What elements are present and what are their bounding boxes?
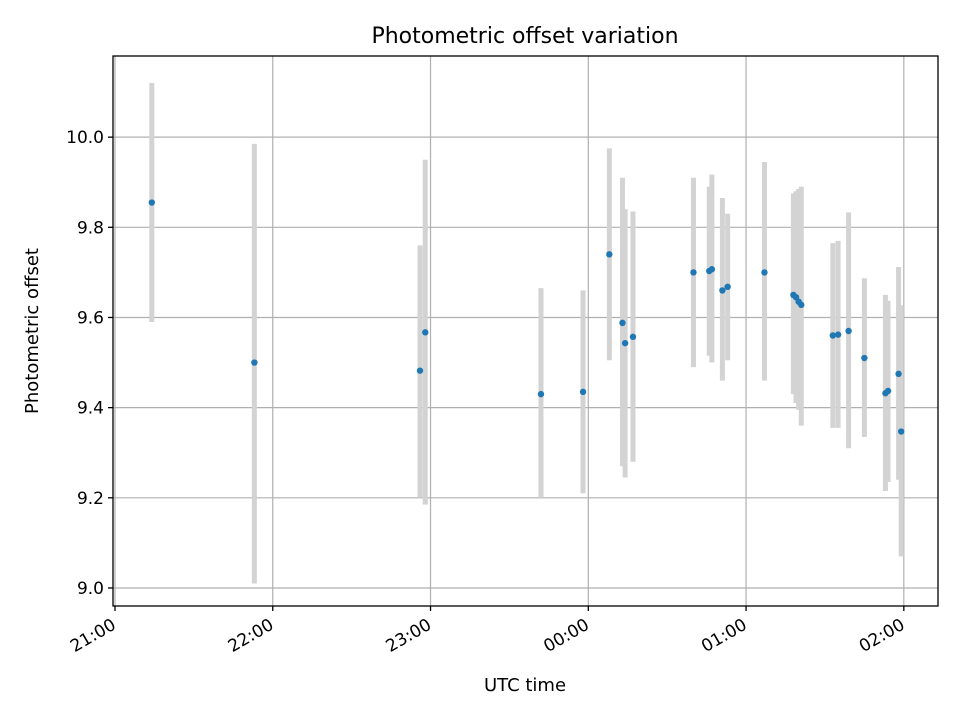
data-point	[861, 354, 868, 362]
data-point	[719, 287, 726, 294]
data-point	[690, 269, 697, 276]
data-point	[619, 319, 626, 327]
y-tick-label: 10.0	[66, 128, 104, 148]
data-points	[148, 199, 905, 435]
data-point	[829, 332, 837, 339]
x-tick-label: 22:00	[225, 615, 277, 657]
data-point	[606, 251, 613, 258]
data-point	[845, 327, 852, 335]
data-point	[629, 333, 637, 341]
plot-frame	[112, 55, 939, 607]
data-point	[884, 387, 892, 395]
data-point	[416, 367, 424, 374]
data-point	[422, 329, 429, 336]
y-tick-label: 9.0	[77, 579, 104, 599]
y-tick-label: 9.6	[77, 308, 104, 328]
data-point	[897, 428, 905, 435]
data-point	[148, 199, 156, 206]
data-point	[579, 388, 587, 396]
x-tick-label: 21:00	[67, 615, 119, 657]
x-tick-label: 01:00	[698, 615, 750, 657]
error-bars	[149, 83, 904, 584]
data-point	[724, 283, 731, 291]
x-tick-label: 23:00	[383, 615, 435, 657]
y-axis-ticks: 9.0 9.2 9.4 9.6 9.8 10.0	[66, 128, 113, 599]
data-point	[621, 339, 629, 347]
grid-lines	[113, 56, 938, 606]
y-axis-label: Photometric offset	[22, 248, 43, 414]
data-point	[251, 359, 258, 366]
y-tick-label: 9.2	[77, 489, 104, 509]
x-axis-label: UTC time	[484, 675, 566, 696]
x-axis-ticks: 21:00 22:00 23:00 00:00 01:00 02:00	[67, 606, 908, 657]
data-point	[537, 390, 545, 398]
y-tick-label: 9.4	[77, 399, 104, 419]
data-point	[708, 266, 716, 273]
chart-title: Photometric offset variation	[371, 24, 678, 49]
data-point	[895, 370, 902, 378]
y-tick-label: 9.8	[77, 218, 104, 238]
data-point	[834, 331, 842, 338]
data-point	[798, 301, 805, 309]
x-tick-label: 00:00	[540, 615, 592, 657]
x-tick-label: 02:00	[856, 615, 908, 657]
data-point	[761, 269, 768, 276]
